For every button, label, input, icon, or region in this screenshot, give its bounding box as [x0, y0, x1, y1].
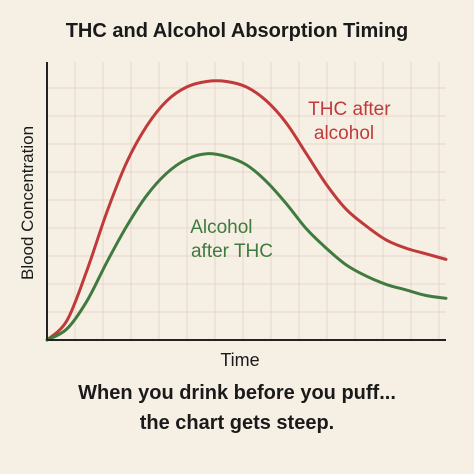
grid [47, 62, 446, 340]
series-label-line: THC after [308, 99, 391, 120]
chart-title: THC and Alcohol Absorption Timing [65, 20, 409, 42]
series-label-line: after THC [191, 241, 273, 262]
caption-line-2: the chart gets steep. [139, 412, 335, 434]
series-label-line: Alcohol [190, 217, 252, 238]
caption-line-1: When you drink before you puff... [78, 382, 396, 404]
series-line-alcohol-after-thc [45, 152, 448, 342]
y-axis-label: Blood Concentration [18, 126, 37, 280]
series-label-thc-after-alcohol: THC after alcohol [308, 99, 396, 144]
series-label-line: alcohol [314, 123, 374, 144]
series-line-thc-after-alcohol [45, 79, 448, 342]
series-layer [45, 79, 448, 342]
series-label-alcohol-after-thc: Alcohol after THC [190, 217, 273, 262]
x-axis-label: Time [220, 350, 259, 370]
